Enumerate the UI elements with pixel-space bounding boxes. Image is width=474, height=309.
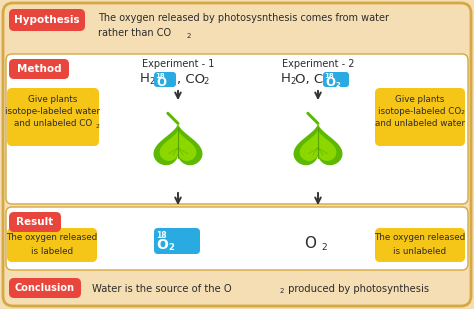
Text: Experiment - 2: Experiment - 2 xyxy=(282,59,354,69)
Text: O: O xyxy=(325,77,335,90)
Text: produced by photosynthesis: produced by photosynthesis xyxy=(285,284,429,294)
Text: is labeled: is labeled xyxy=(31,248,73,256)
FancyBboxPatch shape xyxy=(6,207,468,270)
FancyBboxPatch shape xyxy=(7,228,97,262)
FancyBboxPatch shape xyxy=(9,212,61,232)
Polygon shape xyxy=(293,123,343,165)
Text: 18: 18 xyxy=(156,231,167,239)
Text: , CO: , CO xyxy=(177,73,205,86)
Text: 2: 2 xyxy=(461,111,465,116)
Text: 2: 2 xyxy=(187,33,191,39)
FancyBboxPatch shape xyxy=(9,59,69,79)
Text: The oxygen released by photosysnthesis comes from water: The oxygen released by photosysnthesis c… xyxy=(98,13,389,23)
FancyBboxPatch shape xyxy=(323,72,349,87)
Text: 18: 18 xyxy=(324,73,334,79)
Text: and unlabeled water: and unlabeled water xyxy=(375,118,465,128)
Text: The oxygen released: The oxygen released xyxy=(6,234,98,243)
Text: rather than CO: rather than CO xyxy=(98,28,171,38)
Text: 2: 2 xyxy=(96,124,100,129)
Text: Hypothesis: Hypothesis xyxy=(14,15,80,25)
FancyBboxPatch shape xyxy=(375,228,465,262)
Polygon shape xyxy=(160,129,196,161)
FancyBboxPatch shape xyxy=(6,54,468,204)
FancyBboxPatch shape xyxy=(154,72,176,87)
FancyBboxPatch shape xyxy=(3,3,471,306)
Text: Experiment - 1: Experiment - 1 xyxy=(142,59,214,69)
Text: Water is the source of the O: Water is the source of the O xyxy=(92,284,232,294)
Text: O, C: O, C xyxy=(295,73,323,86)
Text: 2: 2 xyxy=(336,82,341,88)
Text: 2: 2 xyxy=(168,243,174,252)
Text: 2: 2 xyxy=(290,78,295,87)
Text: O: O xyxy=(156,238,168,252)
Text: H: H xyxy=(140,73,150,86)
Text: O: O xyxy=(304,236,316,252)
Text: 2: 2 xyxy=(203,78,208,87)
FancyBboxPatch shape xyxy=(154,228,200,254)
Text: 2: 2 xyxy=(149,78,154,87)
Text: H: H xyxy=(281,73,291,86)
Polygon shape xyxy=(300,129,337,161)
FancyBboxPatch shape xyxy=(9,278,81,298)
Text: 18: 18 xyxy=(155,73,165,79)
FancyBboxPatch shape xyxy=(7,88,99,146)
Text: Method: Method xyxy=(17,64,61,74)
Text: 2: 2 xyxy=(321,243,327,252)
FancyBboxPatch shape xyxy=(9,9,85,31)
Text: The oxygen released: The oxygen released xyxy=(374,234,465,243)
Text: Give plants: Give plants xyxy=(28,95,78,104)
Text: O: O xyxy=(156,77,166,90)
Text: Result: Result xyxy=(17,217,54,227)
Text: is unlabeled: is unlabeled xyxy=(393,248,447,256)
Polygon shape xyxy=(154,123,202,165)
Text: Give plants: Give plants xyxy=(395,95,445,104)
Text: 2: 2 xyxy=(280,288,284,294)
Text: isotope-labeled water: isotope-labeled water xyxy=(5,107,100,116)
Text: Conclusion: Conclusion xyxy=(15,283,75,293)
Text: and unlabeled CO: and unlabeled CO xyxy=(14,118,92,128)
Text: isotope-labeled CO: isotope-labeled CO xyxy=(378,107,462,116)
FancyBboxPatch shape xyxy=(375,88,465,146)
